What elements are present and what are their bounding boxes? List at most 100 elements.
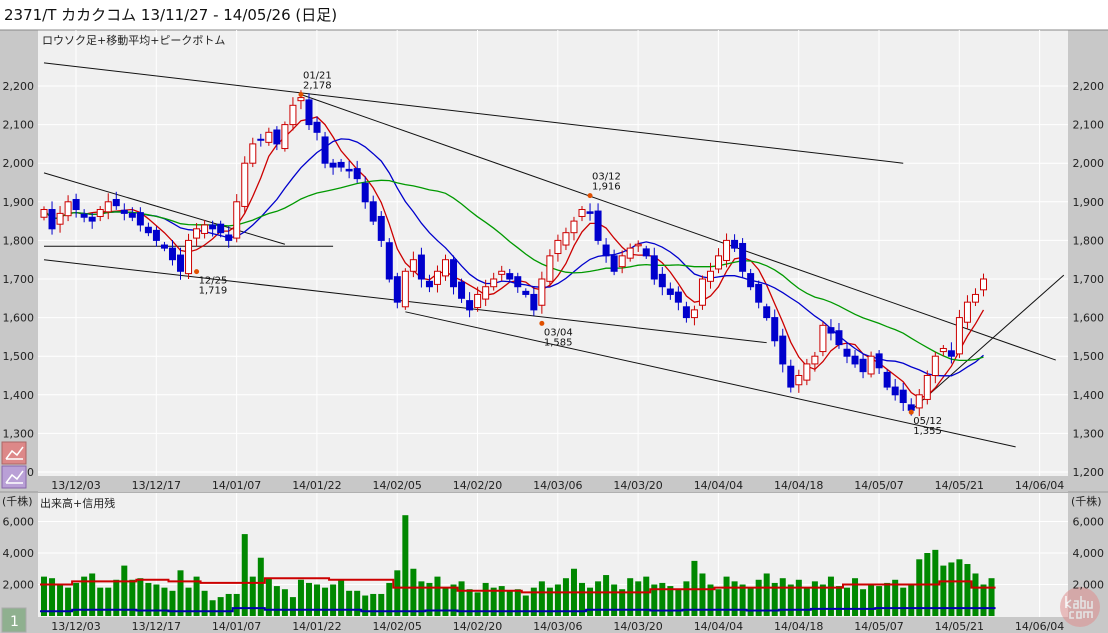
price-tick-left: 1,600 [3, 312, 35, 325]
volume-tick-right: 2,000 [1073, 579, 1105, 592]
volume-bar [844, 587, 850, 616]
candle-down [353, 168, 361, 180]
indicator-button-purple[interactable] [1, 465, 27, 489]
candle-down [666, 288, 674, 295]
volume-tick-right: 4,000 [1073, 547, 1105, 560]
candle-down [425, 280, 433, 288]
candle-up [706, 270, 714, 282]
volume-bar [514, 589, 521, 616]
peak-value: 1,916 [592, 182, 621, 193]
candle-down [329, 162, 337, 168]
chart-title: 2371/T カカクコム 13/11/27 - 14/05/26 (日足) [4, 6, 338, 24]
candle-up [249, 143, 257, 164]
candle-down [851, 355, 859, 365]
candle-down [345, 168, 353, 172]
candle-up [241, 162, 249, 207]
candle-up [867, 355, 875, 375]
volume-tick-left: 6,000 [3, 516, 35, 529]
volume-bar [884, 582, 891, 616]
candle-up [570, 220, 578, 234]
volume-bar [579, 582, 586, 616]
date-tick: 13/12/03 [51, 479, 100, 492]
candle-up [803, 363, 811, 381]
candle-down [72, 198, 80, 211]
trendline [43, 62, 904, 164]
candle-down [305, 99, 313, 126]
candle-down [112, 198, 120, 207]
volume-bar [611, 584, 618, 616]
volume-bar [643, 576, 650, 616]
candle-up [409, 259, 417, 272]
candle-down [883, 371, 891, 388]
price-tick-right: 2,000 [1073, 157, 1105, 170]
date-tick: 14/03/20 [613, 479, 662, 492]
volume-bar [81, 576, 88, 616]
candle-down [458, 281, 466, 299]
volume-panel-label: 出来高+信用残 [40, 496, 115, 510]
volume-bar [980, 584, 987, 616]
volume-bar [860, 589, 867, 616]
volume-date-tick: 14/02/20 [453, 620, 502, 633]
ma-short-line [43, 116, 985, 399]
candle-up [923, 375, 931, 400]
candle-down [321, 136, 329, 164]
volume-bar [450, 584, 457, 616]
candle-down [899, 389, 907, 404]
peak-value: 1,585 [544, 337, 573, 348]
peak-marker [298, 91, 304, 97]
volume-bar [940, 565, 947, 616]
price-tick-right: 1,700 [1073, 273, 1105, 286]
price-tick-left: 2,000 [3, 157, 35, 170]
candle-down [891, 386, 899, 396]
volume-bar [948, 562, 955, 616]
candle-down [530, 293, 538, 311]
volume-date-tick: 14/05/07 [854, 620, 903, 633]
candle-down [466, 300, 474, 311]
margin-sell-line [40, 607, 996, 613]
volume-bar [225, 593, 232, 616]
price-tick-left: 2,200 [3, 80, 35, 93]
volume-bar [506, 590, 513, 616]
peak-marker [194, 269, 200, 275]
peak-date: 05/12 [913, 416, 942, 427]
candle-down [594, 210, 602, 241]
volume-bar [667, 586, 674, 616]
volume-date-tick: 14/05/21 [935, 620, 984, 633]
price-panel[interactable] [38, 30, 1068, 476]
volume-bar [297, 579, 304, 616]
date-tick: 14/01/22 [292, 479, 341, 492]
candle-up [955, 317, 963, 355]
volume-bar [852, 578, 859, 616]
volume-bar [370, 593, 377, 616]
price-tick-left: 1,500 [3, 350, 35, 363]
candle-up [265, 131, 273, 143]
candle-up [939, 347, 947, 353]
candle-up [490, 278, 498, 288]
price-tick-left: 1,300 [3, 427, 35, 440]
candle-down [843, 348, 851, 357]
candle-down [658, 273, 666, 288]
candle-down [369, 201, 377, 222]
volume-bar [747, 587, 754, 616]
candle-up [578, 209, 586, 217]
page-button[interactable]: 1 [1, 607, 27, 633]
volume-bar [988, 578, 995, 616]
candle-down [586, 211, 594, 214]
volume-date-tick: 14/01/22 [292, 620, 341, 633]
volume-bar [129, 579, 136, 616]
candle-up [474, 293, 482, 309]
volume-bar [73, 582, 80, 616]
candle-up [233, 201, 241, 239]
price-tick-left: 2,100 [3, 119, 35, 132]
indicator-button-red[interactable] [1, 441, 27, 465]
candle-down [120, 209, 128, 214]
volume-bar [779, 578, 786, 616]
volume-bar [835, 586, 842, 616]
volume-bar [185, 587, 192, 616]
peak-value: 1,719 [199, 286, 228, 297]
volume-bar [65, 587, 72, 616]
date-tick: 14/04/04 [694, 479, 743, 492]
volume-bar [715, 589, 722, 616]
peak-date: 01/21 [303, 70, 332, 81]
candle-down [385, 242, 393, 280]
